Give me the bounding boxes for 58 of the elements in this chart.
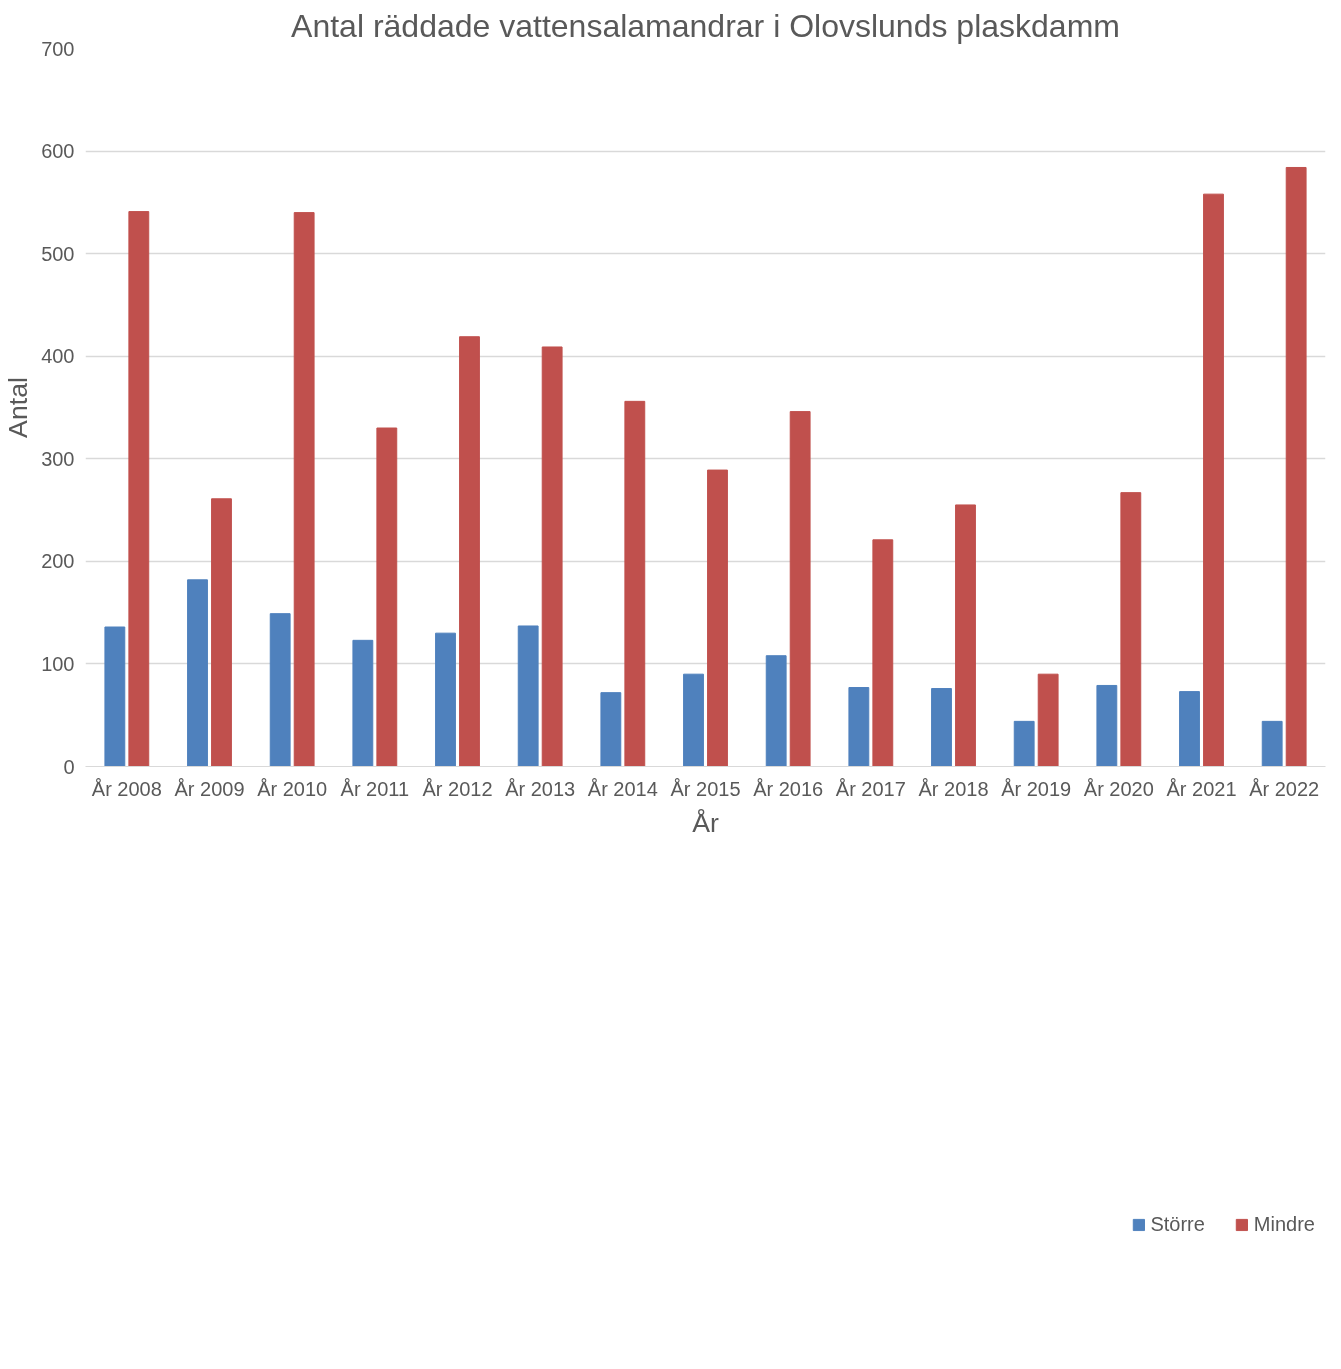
x-tick-label: År 2015 bbox=[670, 777, 741, 800]
bar bbox=[707, 469, 728, 767]
y-tick-label: 0 bbox=[63, 755, 75, 778]
bar bbox=[1285, 166, 1307, 767]
y-tick-label: 200 bbox=[41, 550, 75, 573]
bar bbox=[955, 504, 976, 767]
bar bbox=[211, 498, 232, 767]
y-tick-label: 500 bbox=[41, 242, 75, 265]
x-tick-label: År 2016 bbox=[753, 777, 824, 800]
bar bbox=[541, 346, 563, 767]
chart-title: Antal räddade vattensalamandrar i Olovslunds plaskdamm bbox=[291, 7, 1120, 44]
y-axis-title: Antal bbox=[3, 377, 34, 438]
x-tick-label: År 2010 bbox=[257, 777, 328, 800]
bar bbox=[128, 211, 150, 767]
x-tick-label: År 2017 bbox=[835, 777, 906, 800]
x-axis-title: År bbox=[692, 807, 719, 838]
x-tick-label: År 2014 bbox=[587, 777, 658, 800]
bar bbox=[459, 336, 480, 767]
bar bbox=[931, 688, 952, 767]
bar bbox=[517, 625, 539, 767]
x-tick-label: År 2019 bbox=[1001, 777, 1072, 800]
bar bbox=[1096, 684, 1118, 767]
y-tick-label: 400 bbox=[41, 345, 75, 368]
x-tick-label: År 2022 bbox=[1249, 777, 1320, 800]
bar bbox=[1013, 720, 1035, 767]
bar bbox=[1203, 193, 1224, 767]
y-tick-label: 700 bbox=[41, 37, 75, 60]
bar bbox=[600, 692, 622, 767]
bar bbox=[376, 427, 398, 767]
y-tick-label: 600 bbox=[41, 140, 75, 163]
bar bbox=[435, 632, 456, 767]
x-tick-label: År 2008 bbox=[91, 777, 162, 800]
bar bbox=[187, 579, 208, 767]
x-tick-label: År 2012 bbox=[422, 777, 493, 800]
bar bbox=[1037, 673, 1059, 767]
bar bbox=[269, 613, 291, 767]
bar bbox=[872, 539, 894, 767]
bar bbox=[293, 212, 315, 767]
x-tick-label: År 2009 bbox=[174, 777, 245, 800]
bar bbox=[683, 673, 704, 767]
x-tick-label: År 2011 bbox=[340, 777, 410, 800]
legend-label: Större bbox=[1150, 1212, 1205, 1236]
y-tick-label: 100 bbox=[41, 652, 75, 675]
bar bbox=[848, 687, 870, 767]
x-tick-label: År 2018 bbox=[918, 777, 989, 800]
x-tick-label: År 2021 bbox=[1166, 777, 1237, 800]
x-tick-label: År 2013 bbox=[505, 777, 576, 800]
y-tick-label: 300 bbox=[41, 447, 75, 470]
bar bbox=[1120, 492, 1142, 767]
bar bbox=[104, 626, 126, 767]
bar bbox=[789, 411, 811, 767]
bar bbox=[1261, 720, 1283, 767]
bar bbox=[1179, 691, 1200, 767]
x-tick-label: År 2020 bbox=[1083, 777, 1154, 800]
bar bbox=[352, 639, 374, 767]
bar bbox=[624, 400, 646, 767]
legend-label: Mindre bbox=[1253, 1212, 1315, 1236]
bar bbox=[765, 655, 787, 767]
